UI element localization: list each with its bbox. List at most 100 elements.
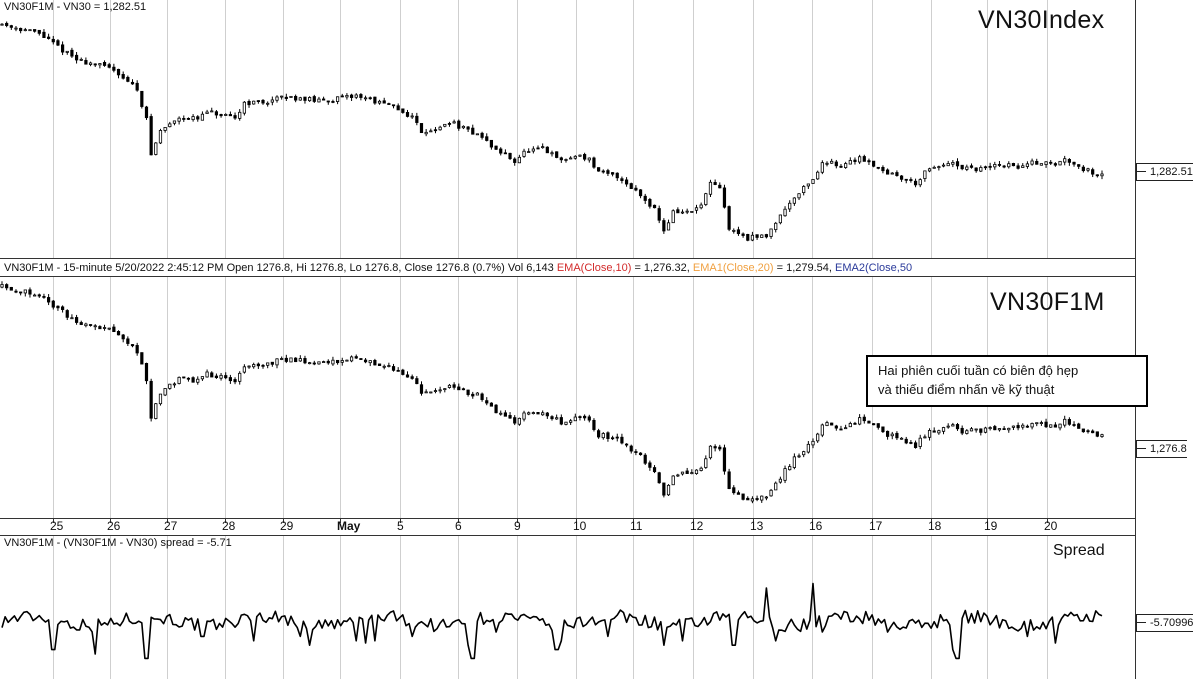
candle-body	[825, 422, 829, 427]
candle-body	[997, 428, 1002, 431]
candle-body	[993, 426, 997, 431]
candle-body	[79, 322, 83, 325]
x-tick-label: 13	[750, 519, 764, 533]
candle-body	[1049, 161, 1053, 164]
candle-body	[629, 445, 633, 452]
x-tick-label: 26	[107, 519, 121, 533]
candle-body	[457, 386, 461, 391]
candle-body	[70, 49, 74, 57]
candle-body	[820, 424, 824, 436]
candle-body	[247, 101, 251, 106]
candle-body	[1072, 424, 1076, 426]
x-tick-label: 18	[928, 519, 942, 533]
candle-body	[890, 433, 894, 437]
candle-body	[102, 61, 107, 66]
candle-body	[727, 471, 731, 489]
candle-body	[485, 400, 489, 404]
candle-body	[349, 356, 354, 362]
candle-body	[60, 44, 65, 53]
candle-body	[65, 50, 69, 53]
candle-body	[965, 430, 969, 434]
candle-body	[597, 430, 601, 438]
candle-body	[186, 118, 191, 120]
candle-body	[685, 210, 689, 213]
candle-body	[377, 100, 382, 104]
candle-body	[979, 167, 983, 172]
candle-body	[965, 166, 969, 170]
candle-body	[694, 207, 699, 211]
candle-body	[741, 493, 745, 500]
x-tick-label: 16	[809, 519, 823, 533]
candle-body	[335, 96, 340, 102]
candle-body	[298, 358, 302, 362]
candle-body	[228, 114, 232, 117]
candle-body	[443, 123, 447, 127]
candle-body	[634, 187, 638, 191]
candle-body	[932, 430, 936, 433]
candle-body	[624, 443, 629, 446]
candle-body	[1067, 159, 1071, 163]
candle-body	[806, 443, 810, 453]
candle-body	[774, 222, 778, 230]
candle-body	[592, 157, 596, 168]
candle-body	[1002, 428, 1006, 431]
candle-body	[1021, 424, 1025, 428]
candle-body	[587, 157, 591, 161]
candle-body	[862, 416, 866, 422]
candle-body	[363, 97, 368, 100]
x-tick-label: May	[337, 519, 361, 533]
candle-body	[774, 482, 778, 491]
candle-body	[0, 23, 4, 26]
top-panel-title: VN30Index	[978, 6, 1105, 34]
candle-body	[811, 440, 815, 446]
candle-body	[98, 63, 102, 66]
candle-body	[876, 423, 880, 428]
candle-body	[690, 211, 694, 213]
candle-body	[489, 402, 494, 407]
candle-body	[797, 455, 801, 458]
candle-body	[550, 416, 554, 420]
candle-body	[23, 29, 27, 32]
candle-body	[643, 454, 647, 464]
candle-body	[988, 427, 992, 430]
candle-body	[116, 331, 121, 336]
candle-body	[438, 126, 442, 131]
candle-body	[545, 146, 549, 154]
candle-body	[657, 208, 661, 221]
candle-body	[1091, 430, 1095, 434]
candle-body	[461, 388, 466, 391]
candle-body	[969, 428, 974, 432]
candle-body	[760, 234, 764, 238]
candle-body	[182, 376, 186, 379]
candle-body	[391, 104, 396, 107]
candle-body	[839, 428, 843, 431]
candle-body	[615, 436, 619, 439]
candle-body	[932, 166, 936, 169]
candle-body	[853, 159, 857, 162]
candle-body	[522, 412, 526, 420]
candle-body	[480, 393, 484, 400]
candle-body	[219, 114, 223, 117]
candle-body	[881, 426, 885, 433]
candle-body	[848, 423, 852, 428]
candle-body	[559, 157, 563, 161]
candle-body	[848, 160, 852, 165]
candle-body	[219, 374, 223, 379]
ema2-label: EMA2(Close,50	[835, 262, 913, 274]
candle-body	[294, 357, 298, 363]
candle-body	[163, 127, 167, 131]
candle-body	[382, 365, 386, 368]
candle-body	[513, 158, 517, 163]
candle-body	[736, 229, 741, 235]
candle-body	[951, 161, 955, 165]
candle-body	[671, 475, 675, 486]
candle-body	[1035, 160, 1039, 165]
candle-body	[74, 317, 79, 323]
candle-body	[177, 376, 181, 384]
candle-body	[410, 115, 414, 118]
candle-body	[256, 100, 260, 102]
x-tick-label: 5	[397, 519, 404, 533]
candle-body	[261, 364, 265, 367]
candle-body	[135, 82, 139, 91]
